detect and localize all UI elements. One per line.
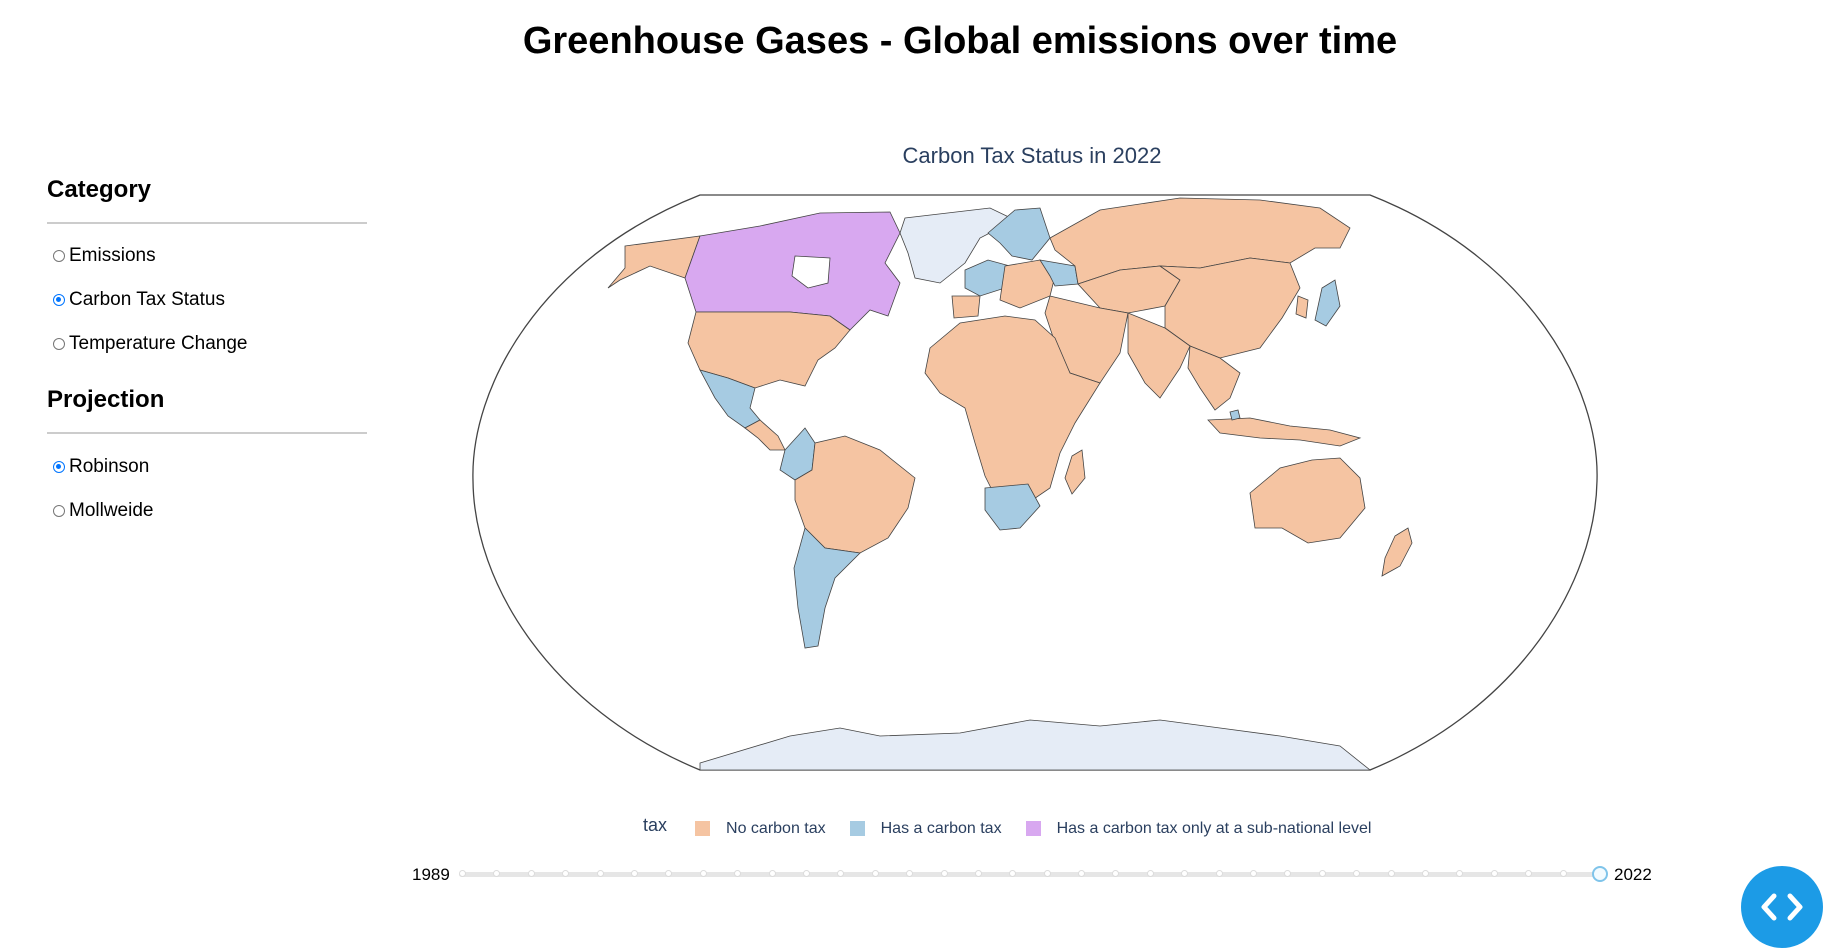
country-new-zealand[interactable] <box>1381 527 1413 577</box>
region-antarctica[interactable] <box>699 719 1372 771</box>
country-korea[interactable] <box>1295 295 1309 319</box>
slider-tick-2012[interactable] <box>1250 870 1258 877</box>
map-title: Carbon Tax Status in 2022 <box>902 143 1162 168</box>
region-scandinavia[interactable] <box>987 207 1051 261</box>
radio-carbon-tax-status[interactable] <box>53 294 65 306</box>
slider-tick-2006[interactable] <box>1043 870 1051 877</box>
category-divider <box>47 222 367 224</box>
country-south-africa[interactable] <box>984 483 1041 531</box>
legend-swatch-has-tax <box>849 821 865 836</box>
legend-swatch-subnational <box>1025 821 1041 836</box>
slider-tick-1990[interactable] <box>493 870 501 877</box>
slider-tick-2021[interactable] <box>1559 870 1567 877</box>
country-australia[interactable] <box>1249 457 1366 544</box>
radio-temperature-change[interactable] <box>53 338 65 350</box>
slider-tick-2011[interactable] <box>1215 870 1223 877</box>
radio-label-mollweide: Mollweide <box>69 500 154 521</box>
year-slider-track[interactable] <box>459 870 1601 877</box>
slider-tick-2014[interactable] <box>1318 870 1326 877</box>
country-india[interactable] <box>1127 312 1191 399</box>
slider-tick-1993[interactable] <box>596 870 604 877</box>
slider-tick-2020[interactable] <box>1525 870 1533 877</box>
radio-option-emissions[interactable]: Emissions <box>53 245 156 267</box>
slider-tick-2000[interactable] <box>837 870 845 877</box>
country-japan[interactable] <box>1314 279 1341 327</box>
slider-tick-1997[interactable] <box>734 870 742 877</box>
region-indonesia[interactable] <box>1207 417 1362 447</box>
radio-robinson[interactable] <box>53 461 65 473</box>
legend-label-no-tax: No carbon tax <box>726 819 826 837</box>
radio-option-temperature-change[interactable]: Temperature Change <box>53 333 248 355</box>
radio-mollweide[interactable] <box>53 505 65 517</box>
slider-tick-1995[interactable] <box>665 870 673 877</box>
country-madagascar[interactable] <box>1064 449 1086 495</box>
slider-tick-1994[interactable] <box>630 870 638 877</box>
region-iberia[interactable] <box>951 295 981 319</box>
region-africa[interactable] <box>924 315 1101 507</box>
slider-tick-2009[interactable] <box>1146 870 1154 877</box>
country-greenland[interactable] <box>899 207 1016 284</box>
radio-option-carbon-tax-status[interactable]: Carbon Tax Status <box>53 289 225 311</box>
slider-tick-1992[interactable] <box>562 870 570 877</box>
slider-tick-2004[interactable] <box>974 870 982 877</box>
slider-tick-2003[interactable] <box>940 870 948 877</box>
slider-tick-2019[interactable] <box>1490 870 1498 877</box>
slider-tick-2007[interactable] <box>1078 870 1086 877</box>
country-singapore[interactable] <box>1229 409 1241 421</box>
slider-tick-2008[interactable] <box>1112 870 1120 877</box>
radio-label-temperature-change: Temperature Change <box>69 333 248 354</box>
country-chile-argentina[interactable] <box>793 527 861 649</box>
slider-tick-2001[interactable] <box>871 870 879 877</box>
slider-tick-1996[interactable] <box>699 870 707 877</box>
slider-tick-2018[interactable] <box>1456 870 1464 877</box>
legend-item-has-tax[interactable]: Has a carbon tax <box>849 819 1002 838</box>
radio-label-carbon-tax-status: Carbon Tax Status <box>69 289 225 310</box>
slider-tick-1998[interactable] <box>768 870 776 877</box>
legend-item-subnational[interactable]: Has a carbon tax only at a sub-national … <box>1025 819 1372 838</box>
page-title: Greenhouse Gases - Global emissions over… <box>522 20 1398 62</box>
category-heading: Category <box>47 176 152 203</box>
slider-min-label: 1989 <box>412 865 450 884</box>
code-icon <box>1761 893 1803 921</box>
slider-tick-2017[interactable] <box>1422 870 1430 877</box>
legend-swatch-no-tax <box>695 821 711 836</box>
radio-label-robinson: Robinson <box>69 456 150 477</box>
code-toggle-button[interactable] <box>1741 866 1823 948</box>
legend-title: tax <box>643 815 668 835</box>
slider-tick-1991[interactable] <box>527 870 535 877</box>
slider-tick-1989[interactable] <box>459 870 466 877</box>
map-legend: tax No carbon tax Has a carbon tax Has a… <box>643 815 1395 839</box>
projection-divider <box>47 432 367 434</box>
slider-tick-2015[interactable] <box>1353 870 1361 877</box>
region-southeast-asia[interactable] <box>1187 345 1241 411</box>
radio-option-robinson[interactable]: Robinson <box>53 456 149 478</box>
country-china-mongolia[interactable] <box>1158 257 1301 359</box>
slider-tick-2010[interactable] <box>1181 870 1189 877</box>
radio-emissions[interactable] <box>53 250 65 262</box>
radio-label-emissions: Emissions <box>69 245 156 266</box>
slider-tick-1999[interactable] <box>802 870 810 877</box>
legend-label-subnational: Has a carbon tax only at a sub-national … <box>1056 819 1372 837</box>
legend-item-no-tax[interactable]: No carbon tax <box>695 820 826 838</box>
slider-tick-2005[interactable] <box>1009 870 1017 877</box>
slider-tick-2016[interactable] <box>1387 870 1395 877</box>
slider-tick-2002[interactable] <box>906 870 914 877</box>
radio-option-mollweide[interactable]: Mollweide <box>53 500 153 522</box>
slider-tick-2013[interactable] <box>1284 870 1292 877</box>
region-ukraine[interactable] <box>1039 259 1079 287</box>
slider-max-label: 2022 <box>1614 865 1652 884</box>
hudson-bay <box>791 255 831 289</box>
year-slider-handle[interactable] <box>1592 866 1608 882</box>
world-map[interactable] <box>460 188 1610 788</box>
legend-label-has-tax: Has a carbon tax <box>880 819 1002 837</box>
country-brazil-and-neighbors[interactable] <box>794 435 916 554</box>
projection-heading: Projection <box>47 386 165 413</box>
